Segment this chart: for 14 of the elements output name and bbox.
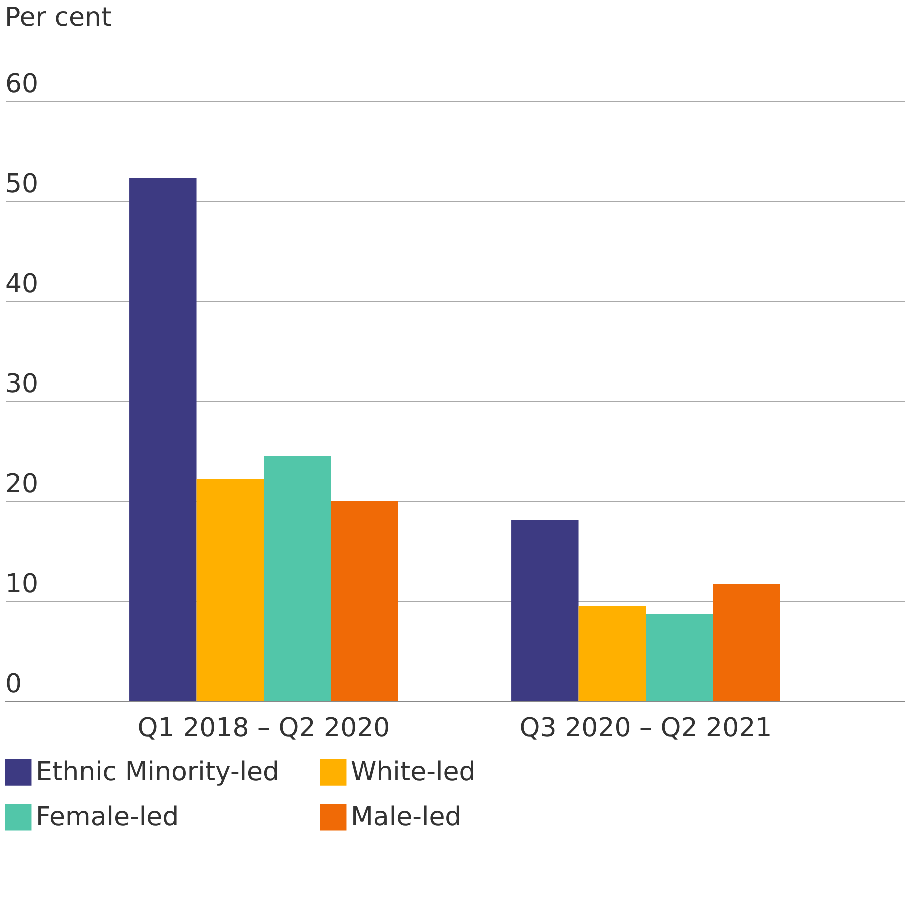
y-tick-label: 40 (6, 270, 39, 300)
y-tick-label: 10 (6, 570, 39, 600)
y-axis-title: Per cent (5, 3, 112, 33)
x-tick-label: Q1 2018 – Q2 2020 (138, 714, 390, 744)
x-tick-label: Q3 2020 – Q2 2021 (520, 714, 772, 744)
legend-label: Female-led (36, 802, 180, 832)
y-tick-label: 20 (6, 470, 39, 500)
y-tick-label: 30 (6, 370, 39, 400)
legend-label: Ethnic Minority-led (36, 758, 280, 788)
y-tick-label: 60 (6, 70, 39, 100)
y-tick-label: 0 (6, 670, 22, 700)
y-tick-label: 50 (6, 170, 39, 200)
legend-label: Male-led (351, 802, 462, 832)
legend-label: White-led (351, 758, 476, 788)
